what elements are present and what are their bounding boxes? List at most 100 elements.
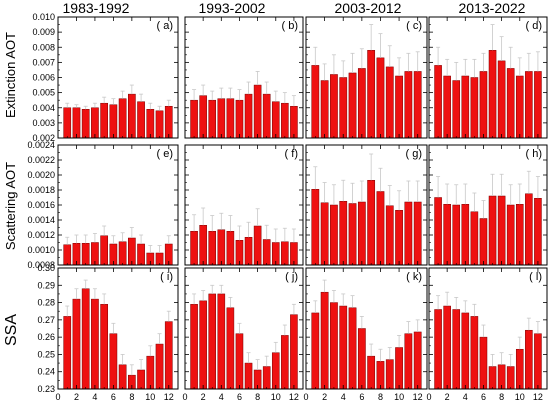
bar-month-9: [262, 366, 271, 390]
y-tick-label: 0.0008: [27, 260, 55, 270]
y-tick-label: 0.0012: [27, 230, 55, 240]
bar-month-7: [367, 180, 376, 266]
bar-month-5: [100, 304, 109, 390]
x-tick-label: 12: [413, 392, 423, 402]
bar-month-6: [109, 333, 118, 390]
bar-month-6: [357, 328, 366, 390]
bar-month-4: [217, 98, 226, 139]
x-tick-label: 0: [303, 392, 308, 402]
bar-month-9: [506, 204, 515, 266]
bar-month-7: [118, 98, 127, 139]
bar-month-11: [525, 71, 533, 139]
y-tick-label: 0.23: [37, 384, 55, 394]
bar-month-1: [311, 189, 320, 266]
bar-month-9: [506, 68, 515, 139]
bar-month-8: [376, 57, 385, 139]
bar-month-12: [290, 314, 298, 390]
bar-month-3: [208, 231, 217, 266]
bar-month-12: [164, 321, 173, 390]
bar-month-1: [434, 197, 442, 266]
bar-month-3: [452, 80, 461, 139]
bar-month-6: [357, 201, 366, 266]
y-tick-label: 0.0024: [27, 140, 55, 150]
bar-month-3: [330, 302, 338, 390]
y-tick-label: 0.28: [37, 298, 55, 308]
panel-h: ( h): [428, 144, 548, 266]
y-tick-label: 0.30: [37, 263, 55, 273]
bar-month-10: [395, 75, 403, 139]
bar-month-12: [413, 331, 422, 390]
bar-month-6: [479, 218, 488, 266]
row-label-ssa: SSA: [3, 314, 20, 346]
y-tick-label: 0.0018: [27, 185, 55, 195]
panel-label: ( d): [526, 20, 543, 32]
bar-month-1: [190, 231, 198, 266]
panels: 0.002 0.003 0.004 0.005 0.006 0.007 0.008 0.009…: [27, 12, 548, 402]
x-tick-label: 10: [515, 392, 525, 402]
y-tick-label: 0.0020: [27, 170, 55, 180]
bar-month-7: [367, 355, 376, 390]
x-tick-label: 8: [378, 392, 383, 402]
bar-month-3: [81, 243, 90, 266]
x-tick-label: 6: [237, 392, 242, 402]
x-tick-label: 6: [481, 392, 486, 402]
bar-month-4: [339, 305, 348, 390]
panel-label: ( i): [160, 271, 173, 283]
bar-month-10: [146, 355, 155, 390]
bar-month-9: [385, 205, 394, 266]
bar-month-9: [137, 243, 145, 266]
bar-month-11: [155, 110, 164, 139]
panel-e: 0.0008 0.0010 0.0012 0.0014 0.0016 0.0018 0.00…: [27, 140, 179, 270]
bar-month-5: [470, 77, 479, 139]
bar-month-11: [281, 102, 289, 139]
bar-month-10: [271, 352, 280, 390]
bar-month-11: [525, 193, 533, 266]
bar-month-6: [357, 68, 366, 139]
row-label-extinction-aot: Extinction AOT: [3, 32, 18, 118]
row-labels: Extinction AOT Scattering AOT SSA: [3, 32, 20, 346]
bar-month-1: [311, 312, 320, 390]
bar-month-11: [404, 201, 413, 266]
panel-f: ( f): [184, 144, 304, 266]
bar-month-5: [100, 235, 109, 266]
panel-c: ( c): [305, 16, 428, 139]
bar-month-12: [290, 105, 298, 139]
bar-month-11: [281, 335, 289, 390]
y-tick-label: 0.25: [37, 349, 55, 359]
bar-month-6: [479, 336, 488, 390]
column-title-4: 2013-2022: [459, 0, 526, 16]
bar-month-1: [190, 304, 198, 390]
bar-month-7: [244, 93, 253, 139]
bar-month-12: [534, 333, 542, 390]
bar-month-2: [72, 298, 81, 390]
panel-label: ( c): [406, 20, 422, 32]
bar-month-1: [434, 309, 442, 390]
bar-month-4: [339, 201, 348, 266]
bar-month-10: [515, 75, 524, 139]
y-tick-label: 0.0022: [27, 155, 55, 165]
bar-month-10: [146, 109, 155, 139]
bar-month-5: [226, 307, 235, 390]
x-tick-label: 12: [164, 392, 174, 402]
y-tick-label: 0.003: [32, 118, 55, 128]
bar-month-4: [461, 204, 470, 266]
bar-month-2: [199, 300, 207, 390]
bar-month-8: [376, 361, 385, 390]
bar-month-8: [128, 93, 136, 139]
bar-month-11: [404, 333, 413, 390]
bar-month-8: [497, 60, 506, 139]
bar-month-11: [404, 71, 413, 139]
y-tick-label: 0.26: [37, 332, 55, 342]
bar-month-3: [452, 309, 461, 390]
panel-i: 0.23 0.24 0.25 0.26 0.27 0.28 0.29 0.30 0 2 4 6 8 10 1…: [37, 263, 179, 402]
bar-month-6: [109, 104, 118, 139]
bar-month-10: [271, 101, 280, 139]
bar-month-10: [395, 210, 403, 266]
bar-month-2: [72, 107, 81, 139]
x-tick-label: 10: [271, 392, 281, 402]
bar-month-4: [461, 312, 470, 390]
bar-month-1: [190, 99, 198, 139]
bar-month-8: [128, 237, 136, 266]
bar-month-2: [320, 291, 329, 390]
y-tick-label: 0.010: [32, 12, 55, 22]
